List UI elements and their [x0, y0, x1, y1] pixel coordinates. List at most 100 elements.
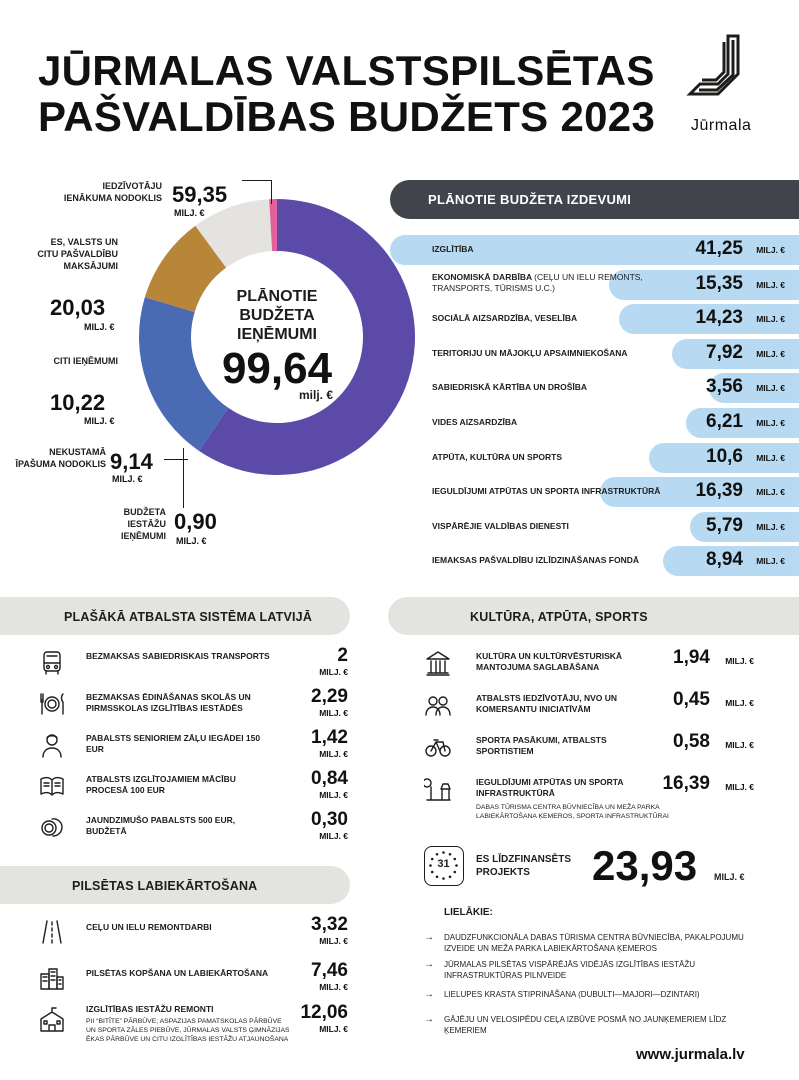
expense-label: VISPĀRĒJIE VALDĪBAS DIENESTI — [432, 521, 672, 532]
culture-item-label: IEGULDĪJUMI ATPŪTAS UN SPORTA INFRASTRUK… — [476, 777, 624, 798]
expense-row: IEGULDĪJUMI ATPŪTAS UN SPORTA INFRASTRUK… — [390, 477, 799, 508]
support-item-value: 2,29 — [311, 686, 348, 707]
eu-project-item: → GĀJĒJU UN VELOSIPĒDU CEĻA IZBŪVE POSMĀ … — [424, 1014, 764, 1036]
expense-unit: MILJ. € — [756, 452, 785, 463]
support-item-unit: MILJ. € — [319, 749, 348, 759]
culture-header: KULTŪRA, ATPŪTA, SPORTS — [388, 597, 799, 635]
support-item-value: 0,84 — [311, 768, 348, 789]
culture-item-value: 16,39 — [662, 773, 710, 794]
expense-unit: MILJ. € — [756, 314, 785, 325]
eu-star — [453, 857, 457, 861]
expense-label: IZGLĪTĪBA — [432, 244, 672, 255]
school-building-icon — [40, 1007, 64, 1032]
donut-center-total: 99,64 — [221, 344, 333, 393]
expense-label: SABIEDRISKĀ KĀRTĪBA UN DROŠĪBA — [432, 382, 672, 393]
expense-unit: MILJ. € — [756, 383, 785, 394]
expense-value: 41,25 — [695, 238, 743, 259]
expense-bar — [690, 511, 799, 542]
culture-item-value: 1,94 — [673, 647, 710, 668]
arrow-right-icon: → — [424, 1014, 434, 1025]
expense-value: 6,21 — [706, 411, 743, 432]
expense-label: SOCIĀLĀ AIZSARDZĪBA, VESELĪBA — [432, 313, 672, 324]
eu-star — [435, 875, 439, 879]
support-item-label: BEZMAKSAS SABIEDRISKAIS TRANSPORTS — [86, 651, 270, 661]
donut-slice-1 — [138, 297, 229, 451]
support-item-unit: MILJ. € — [319, 790, 348, 800]
expense-label-text: IEMAKSAS PAŠVALDĪBU IZLĪDZINĀŠANAS FONDĀ — [432, 555, 639, 566]
open-book-icon — [40, 776, 64, 796]
expense-value: 10,6 — [706, 445, 743, 467]
expense-label: IEGULDĪJUMI ATPŪTAS UN SPORTA INFRASTRUK… — [432, 486, 672, 497]
bus-icon — [43, 651, 61, 675]
plate-cutlery-icon — [40, 693, 64, 715]
eu-value: 23,93 — [592, 842, 698, 889]
improvement-item-note: PII “BITĪTE” PĀRBŪVE; ASPAZIJAS PAMATSKO… — [86, 1018, 290, 1043]
support-item-label: ATBALSTS IZGLĪTOJAMIEM MĀCĪBU PROCESĀ 10… — [86, 774, 236, 795]
expense-unit: MILJ. € — [756, 487, 785, 498]
revenue-value-income-tax: 59,35 — [172, 182, 228, 207]
leader-line — [164, 459, 188, 460]
expense-bar — [672, 338, 799, 369]
culture-item-label: KULTŪRA UN KULTŪRVĒSTURISKĀ MANTOJUMA SA… — [476, 651, 623, 672]
expense-row: IEMAKSAS PAŠVALDĪBU IZLĪDZINĀŠANAS FONDĀ… — [390, 546, 799, 577]
eu-star — [455, 864, 458, 867]
culture-item-unit: MILJ. € — [725, 698, 754, 708]
eu-star — [430, 870, 434, 874]
revenue-label-income-tax: IEDZĪVOTĀJU IENĀKUMA NODOKLIS — [63, 181, 162, 203]
support-item-unit: MILJ. € — [319, 708, 348, 718]
leader-line — [242, 180, 272, 181]
arrow-right-icon: → — [424, 989, 434, 1000]
support-item-label: JAUNDZIMUŠO PABALSTS 500 EUR, BUDŽETĀ — [86, 815, 236, 836]
eu-project-text: GĀJĒJU UN VELOSIPĒDU CEĻA IZBŪVE POSMĀ N… — [444, 1015, 727, 1035]
revenue-unit-property-tax: MILJ. € — [112, 474, 143, 484]
expense-bar — [609, 269, 799, 300]
eu-badge: 31 — [424, 846, 464, 886]
support-title: PLAŠĀKĀ ATBALSTA SISTĒMA LATVIJĀ — [64, 610, 313, 624]
expense-label-text: EKONOMISKĀ DARBĪBA — [432, 271, 532, 282]
expense-value: 7,92 — [706, 341, 743, 363]
donut-center-label: PLĀNOTIE BUDŽETA IEŅĒMUMI 99,64 milj. € — [207, 287, 347, 402]
improvement-title: PILSĒTAS LABIEKĀRTOŠANA — [72, 879, 258, 893]
eu-label: ES LĪDZFINANSĒTS PROJEKTS — [476, 854, 572, 878]
expense-label-text: TERITORIJU UN MĀJOKĻU APSAIMNIEKOŠANA — [432, 347, 628, 358]
expense-bar — [663, 546, 799, 577]
eu-badge-count: 31 — [437, 858, 450, 870]
senior-person-icon — [42, 734, 62, 758]
logo-text: Jūrmala — [691, 117, 752, 134]
expense-unit: MILJ. € — [756, 279, 785, 290]
culture-item-unit: MILJ. € — [725, 656, 754, 666]
expense-bar — [390, 235, 799, 265]
expense-label-text: ATPŪTA, KULTŪRA UN SPORTS — [432, 451, 563, 462]
expense-value: 5,79 — [706, 514, 743, 536]
culture-item-unit: MILJ. € — [725, 740, 754, 750]
eu-project-item: → JŪRMALAS PILSĒTAS VISPĀRĒJĀS VIDĒJĀS IZ… — [424, 959, 764, 981]
website-link[interactable]: www.jurmala.lv — [636, 1046, 745, 1063]
donut-center-unit: milj. € — [298, 388, 333, 402]
city-buildings-icon — [40, 968, 64, 990]
expense-value: 16,39 — [695, 480, 743, 502]
eu-star — [435, 852, 439, 856]
expense-unit: MILJ. € — [756, 521, 785, 532]
improvement-item-unit: MILJ. € — [319, 936, 348, 946]
culture-title: KULTŪRA, ATPŪTA, SPORTS — [470, 610, 648, 624]
expense-label-text: IEGULDĪJUMI ATPŪTAS UN SPORTA INFRASTRUK… — [432, 486, 661, 497]
leader-line — [271, 180, 272, 204]
expense-label-text: IZGLĪTĪBA — [432, 244, 474, 254]
support-item-value: 2 — [337, 645, 348, 666]
expense-bar — [600, 477, 799, 508]
expense-row: EKONOMISKĀ DARBĪBA (CEĻU UN IELU REMONTS… — [390, 269, 799, 300]
donut-center-title: PLĀNOTIE BUDŽETA IEŅĒMUMI — [236, 288, 318, 343]
expense-row: SOCIĀLĀ AIZSARDZĪBA, VESELĪBA 14,23 MILJ. … — [390, 304, 799, 335]
improvement-item-value: 7,46 — [311, 960, 348, 981]
expense-row: TERITORIJU UN MĀJOKĻU APSAIMNIEKOŠANA 7,9… — [390, 338, 799, 369]
improvement-item-unit: MILJ. € — [319, 1024, 348, 1034]
expense-row: VIDES AIZSARDZĪBA 6,21 MILJ. € — [390, 408, 799, 438]
eu-star — [430, 857, 434, 861]
leader-line — [183, 448, 184, 508]
eu-star — [448, 875, 452, 879]
support-item-label: BEZMAKSAS ĒDINĀŠANAS SKOLĀS UN PIRMSSKOL… — [86, 692, 251, 713]
expense-label-text: SABIEDRISKĀ KĀRTĪBA UN DROŠĪBA — [432, 382, 588, 393]
revenue-unit-other: MILJ. € — [84, 416, 115, 426]
expense-label-note: (CEĻU UN IELU REMONTS, TRANSPORTS, TŪRIS… — [432, 271, 643, 293]
expense-value: 14,23 — [695, 307, 743, 329]
